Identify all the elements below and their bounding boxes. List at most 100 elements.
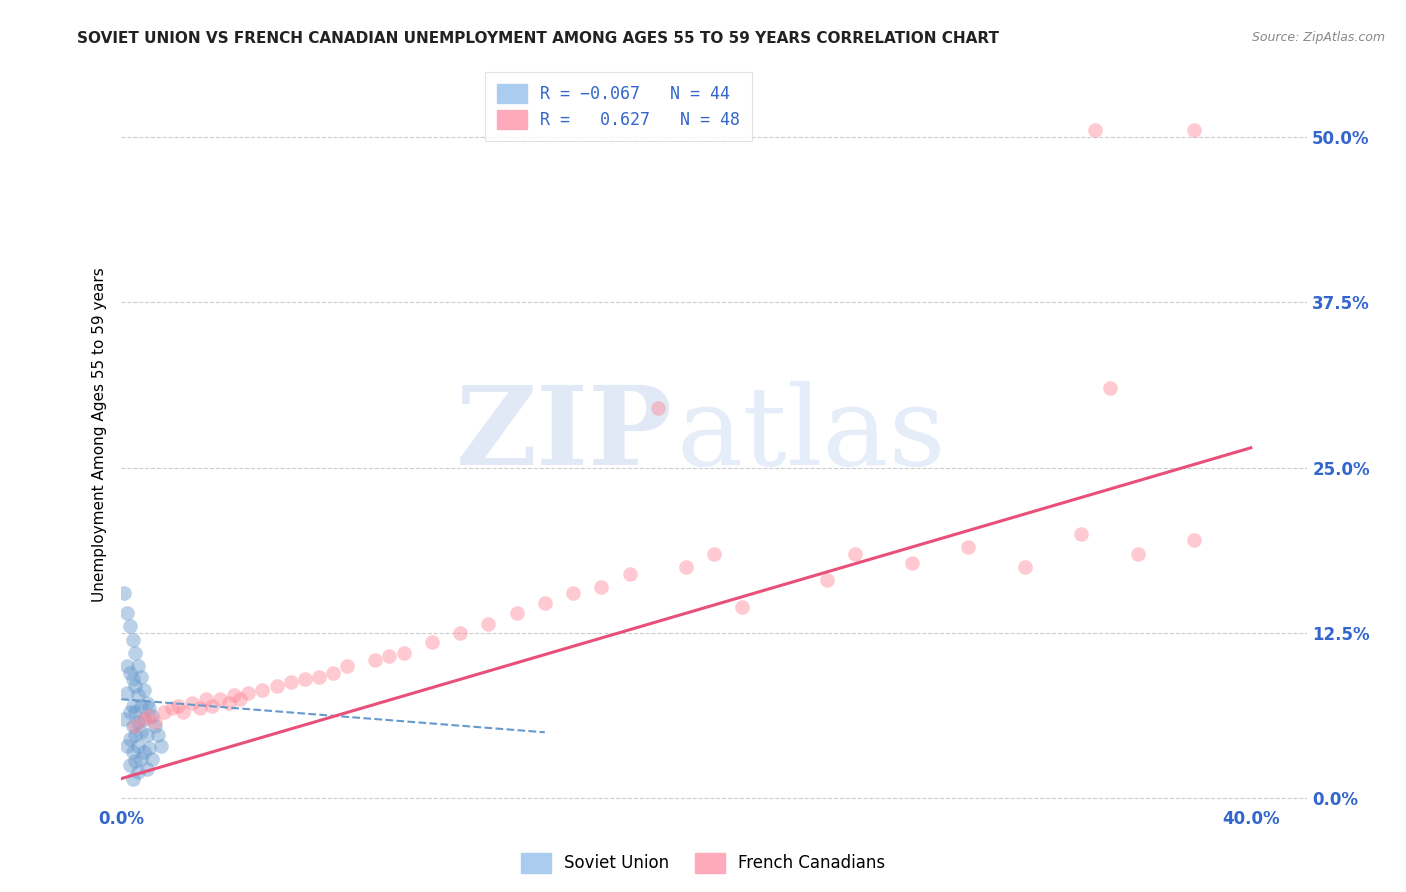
Point (209, 692, 232, 706)
Point (141, 709, 163, 723)
Point (308, 670, 330, 684)
Point (392, 646, 415, 660)
Point (188, 701, 211, 715)
Point (118, 665, 141, 680)
Point (118, 758, 141, 772)
Y-axis label: Unemployment Among Ages 55 to 59 years: Unemployment Among Ages 55 to 59 years (93, 268, 107, 602)
Legend: Soviet Union, French Canadians: Soviet Union, French Canadians (515, 847, 891, 880)
Point (121, 772, 143, 786)
Point (844, 547, 866, 561)
Point (294, 673, 316, 687)
Point (138, 741, 160, 756)
Point (238, 685, 260, 699)
Point (675, 560, 697, 574)
Point (562, 586, 585, 600)
Point (112, 712, 135, 726)
Point (336, 659, 359, 673)
Point (252, 682, 274, 697)
Point (124, 646, 146, 660)
Point (115, 606, 138, 620)
Point (731, 599, 754, 614)
Point (143, 719, 166, 733)
Point (180, 696, 202, 710)
Point (129, 752, 152, 766)
Point (322, 665, 344, 680)
Point (647, 401, 669, 416)
Point (1014, 560, 1036, 574)
Point (141, 752, 163, 766)
Point (1098, 381, 1121, 395)
Point (132, 712, 155, 726)
Point (1126, 547, 1149, 561)
Point (815, 573, 838, 587)
Point (172, 706, 194, 720)
Point (127, 659, 149, 673)
Point (132, 712, 155, 726)
Point (124, 755, 146, 769)
Text: Source: ZipAtlas.com: Source: ZipAtlas.com (1251, 31, 1385, 45)
Point (364, 652, 387, 666)
Point (121, 673, 143, 687)
Point (152, 706, 174, 720)
Point (533, 596, 555, 610)
Point (129, 698, 152, 713)
Point (127, 714, 149, 729)
Point (1084, 123, 1107, 137)
Point (115, 685, 138, 699)
Point (121, 719, 143, 733)
Point (135, 728, 157, 742)
Point (378, 648, 401, 663)
Point (703, 547, 725, 561)
Point (619, 566, 641, 581)
Text: atlas: atlas (676, 381, 946, 488)
Point (166, 698, 188, 713)
Point (138, 709, 160, 723)
Point (127, 688, 149, 702)
Point (118, 731, 141, 746)
Point (121, 745, 143, 759)
Point (143, 714, 166, 729)
Point (218, 696, 240, 710)
Point (505, 606, 527, 620)
Point (477, 616, 499, 631)
Point (121, 632, 143, 647)
Point (129, 670, 152, 684)
Point (200, 698, 222, 713)
Point (132, 682, 155, 697)
Point (420, 635, 443, 649)
Text: SOVIET UNION VS FRENCH CANADIAN UNEMPLOYMENT AMONG AGES 55 TO 59 YEARS CORRELATI: SOVIET UNION VS FRENCH CANADIAN UNEMPLOY… (77, 31, 1000, 46)
Point (124, 706, 146, 720)
Point (129, 725, 152, 739)
Legend: R = −0.067   N = 44, R =   0.627   N = 48: R = −0.067 N = 44, R = 0.627 N = 48 (485, 72, 752, 141)
Point (135, 763, 157, 777)
Point (121, 698, 143, 713)
Point (160, 701, 183, 715)
Point (124, 728, 146, 742)
Text: ZIP: ZIP (456, 381, 672, 488)
Point (118, 706, 141, 720)
Point (591, 580, 613, 594)
Point (957, 540, 980, 554)
Point (146, 728, 169, 742)
Point (138, 701, 160, 715)
Point (449, 626, 471, 640)
Point (112, 586, 135, 600)
Point (135, 696, 157, 710)
Point (194, 692, 217, 706)
Point (149, 739, 172, 753)
Point (115, 739, 138, 753)
Point (280, 675, 302, 690)
Point (124, 719, 146, 733)
Point (901, 556, 924, 570)
Point (124, 679, 146, 693)
Point (115, 659, 138, 673)
Point (266, 679, 288, 693)
Point (1182, 123, 1205, 137)
Point (1182, 533, 1205, 548)
Point (127, 739, 149, 753)
Point (1070, 526, 1092, 541)
Point (118, 619, 141, 633)
Point (224, 688, 246, 702)
Point (132, 745, 155, 759)
Point (127, 764, 149, 779)
